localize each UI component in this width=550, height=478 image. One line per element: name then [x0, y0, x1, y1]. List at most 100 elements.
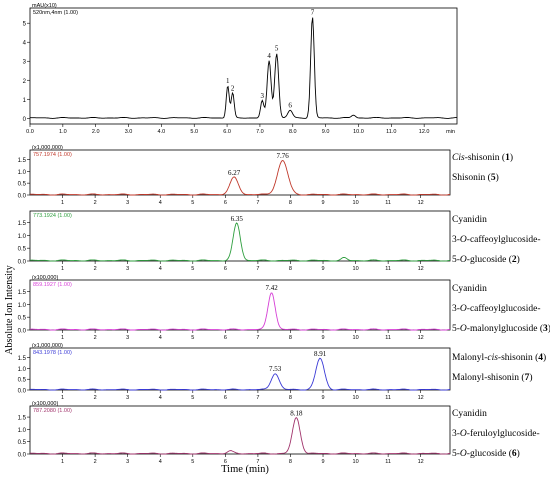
x-tick-label: 4 — [159, 266, 162, 272]
trace-line — [29, 416, 451, 455]
plot-frame — [29, 210, 451, 262]
y-tick-label: 0.5 — [18, 316, 27, 322]
x-tick-label: 3 — [126, 395, 129, 401]
peak-label: 5 — [275, 45, 279, 53]
x-tick-label: 1 — [61, 266, 64, 272]
x-tick-label: 11 — [385, 200, 391, 206]
y-tick-label: 1.0 — [18, 303, 27, 309]
trace-line — [30, 17, 457, 119]
channel-label: 859.1927 (1.00) — [33, 282, 72, 288]
y-tick-label: 3 — [23, 60, 27, 66]
legend-line: Cyanidin — [452, 215, 487, 225]
y-tick-label: 1.0 — [18, 367, 27, 373]
peak-label: 6 — [288, 102, 292, 110]
plot-frame — [29, 279, 451, 331]
unit-label: (x1,000,000) — [32, 145, 63, 151]
x-tick-label: 8 — [289, 266, 292, 272]
legend-line: Cyanidin — [452, 284, 487, 294]
x-tick-label: 6 — [224, 395, 227, 401]
x-tick-label: 12 — [418, 200, 424, 206]
peak-label: 6.27 — [228, 169, 241, 177]
y-tick-label: 0.0 — [18, 260, 27, 266]
y-tick-label: 0.0 — [18, 194, 27, 200]
x-tick-label: 9 — [321, 395, 324, 401]
legend-ms5: Cyanidin 3-O-feruloylglucoside- 5-O-gluc… — [452, 408, 550, 468]
x-tick-label: 8 — [289, 335, 292, 341]
x-tick-label: 1 — [61, 200, 64, 206]
x-tick-label: 9 — [321, 459, 324, 465]
x-tick-label: 8 — [289, 200, 292, 206]
x-tick-label: 7 — [256, 335, 259, 341]
x-tick-label: 10 — [353, 200, 359, 206]
x-tick-label: 2 — [94, 266, 97, 272]
y-tick-label: 1 — [23, 98, 27, 104]
x-tick-label: 3.0 — [125, 129, 133, 135]
x-tick-label: 5.0 — [190, 129, 198, 135]
legend-ms4: Malonyl-cis-shisonin (4) Malonyl-shisoni… — [452, 352, 550, 392]
x-tick-label: 4 — [159, 335, 162, 341]
peak-label: 7.42 — [265, 284, 278, 292]
unit-label: (x100,000) — [32, 275, 58, 281]
y-tick-label: 2 — [23, 79, 27, 85]
plot-frame — [29, 7, 458, 125]
x-tick-label: 6 — [224, 459, 227, 465]
legend-line: 3-O-caffeoylglucoside- — [452, 235, 541, 245]
y-tick-label: 1.0 — [18, 428, 27, 434]
x-tick-label: 2 — [94, 200, 97, 206]
channel-label: 757.1974 (1.00) — [33, 152, 72, 158]
y-tick-label: 1.5 — [18, 416, 27, 422]
legend-line: Cyanidin — [452, 409, 487, 419]
x-tick-label: 10 — [353, 459, 359, 465]
x-tick-label: 8 — [289, 459, 292, 465]
x-tick-label: 8 — [289, 395, 292, 401]
x-tick-label: 7 — [256, 395, 259, 401]
x-axis-title: Time (min) — [221, 464, 269, 475]
x-tick-label: 1.0 — [59, 129, 67, 135]
x-tick-label: 4.0 — [158, 129, 166, 135]
legend-line: 3-O-feruloylglucoside- — [452, 429, 540, 439]
legend-line: 3-O-caffeoylglucoside- — [452, 304, 541, 314]
x-tick-label: 9 — [321, 266, 324, 272]
legend-line: 5-O-malonylglucoside (3) — [452, 324, 550, 334]
legend-ms1: Cis-shisonin (1) Shisonin (5) — [452, 152, 550, 192]
y-tick-label: 1.5 — [18, 158, 27, 164]
y-tick-label: 0.5 — [18, 182, 27, 188]
x-tick-label: 11.0 — [386, 129, 396, 135]
trace-line — [30, 292, 451, 331]
x-tick-label: 10 — [353, 395, 359, 401]
x-tick-label: 0.0 — [26, 129, 34, 135]
x-tick-label: 2 — [94, 395, 97, 401]
peak-label: 2 — [231, 85, 235, 93]
x-tick-label: 5 — [191, 266, 194, 272]
x-tick-label: 12 — [418, 335, 424, 341]
x-tick-label: 3 — [126, 335, 129, 341]
legend-line: 5-O-glucoside (2) — [452, 255, 520, 265]
x-tick-label: 2.0 — [92, 129, 100, 135]
peak-label: 1 — [226, 77, 230, 85]
x-tick-label: 11 — [385, 335, 391, 341]
y-axis-title: Absolute Ion Intensity — [4, 265, 15, 354]
x-tick-label: 10.0 — [353, 129, 364, 135]
x-tick-label: 5 — [191, 395, 194, 401]
y-tick-label: 4 — [23, 41, 27, 47]
x-tick-label: 9 — [321, 200, 324, 206]
x-tick-label: 7 — [256, 459, 259, 465]
trace-line — [29, 159, 451, 196]
y-tick-label: 1.5 — [18, 290, 27, 296]
peak-label: 4 — [267, 52, 271, 60]
y-tick-label: 0.5 — [18, 247, 27, 253]
peak-label: 6.35 — [231, 215, 244, 223]
trace-line — [30, 222, 451, 262]
x-tick-label: 12 — [418, 395, 424, 401]
x-tick-label: 12 — [418, 266, 424, 272]
x-tick-label: 2 — [94, 335, 97, 341]
x-tick-label: 3 — [126, 459, 129, 465]
x-tick-label: 1 — [61, 395, 64, 401]
unit-label: (x1,000,000) — [32, 343, 63, 349]
x-unit-label: min — [446, 129, 455, 135]
peak-label: 8.18 — [290, 409, 303, 417]
y-tick-label: 1.0 — [18, 234, 27, 240]
legend-line: Malonyl-cis-shisonin (4) — [452, 353, 547, 363]
